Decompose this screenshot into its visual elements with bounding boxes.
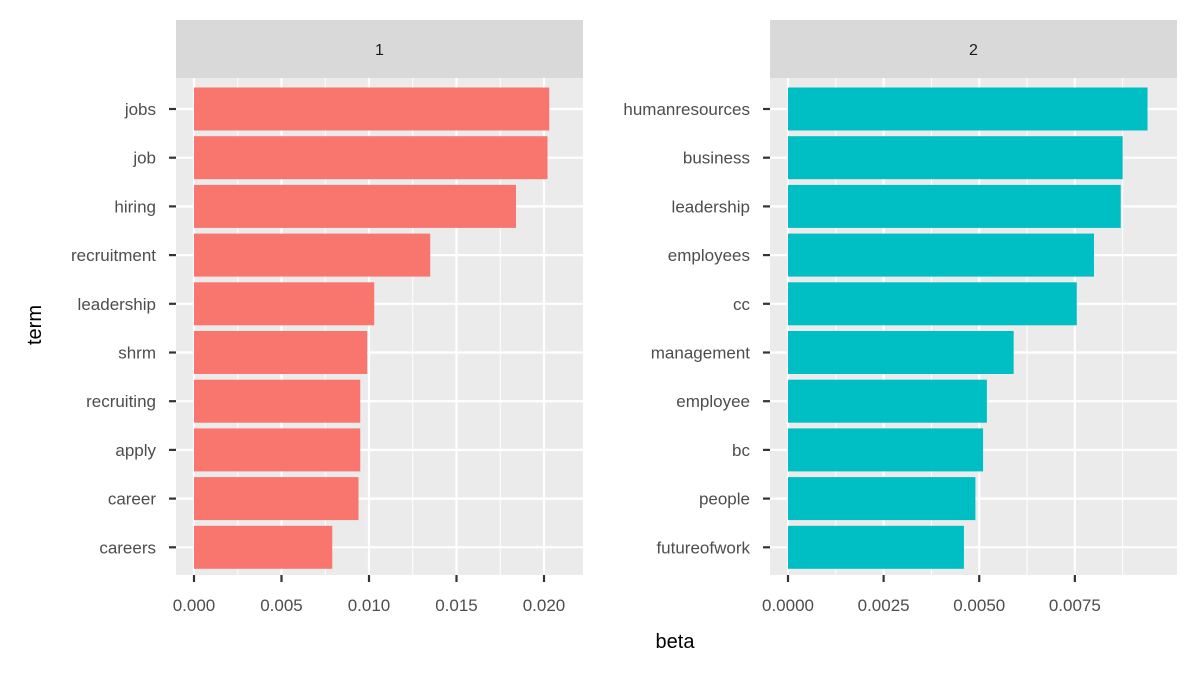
term-label: people [699, 490, 750, 509]
bar-futureofwork [788, 525, 964, 569]
term-label: apply [115, 441, 156, 460]
term-label: job [132, 149, 156, 168]
bar-recruitment [194, 233, 431, 277]
term-label: recruiting [86, 392, 156, 411]
x-tick-label: 0.0050 [953, 596, 1005, 615]
x-tick-label: 0.010 [348, 596, 391, 615]
bar-careers [194, 525, 333, 569]
term-label: hiring [114, 197, 156, 216]
facet-strip-label: 2 [969, 42, 978, 59]
term-label: leadership [78, 295, 156, 314]
x-tick-label: 0.020 [523, 596, 566, 615]
facet-strip-label: 1 [375, 42, 384, 59]
x-tick-label: 0.005 [260, 596, 303, 615]
bar-apply [194, 428, 361, 472]
term-label: jobs [124, 100, 156, 119]
facet-strip [176, 20, 583, 78]
bar-hiring [194, 184, 516, 228]
x-tick-label: 0.015 [435, 596, 478, 615]
facet-panel-1: 1 0.000 0.005 0.010 0.015 0.020 jobs job hiring r… [71, 20, 583, 615]
bar-people [788, 477, 976, 521]
bar-career [194, 477, 359, 521]
term-label: employee [676, 392, 750, 411]
bar-job [194, 136, 548, 180]
x-axis-title: beta [656, 631, 696, 653]
x-tick-label: 0.0025 [858, 596, 910, 615]
term-label: leadership [672, 197, 750, 216]
bar-shrm [194, 331, 368, 374]
bar-management [788, 331, 1014, 374]
term-label: shrm [118, 344, 156, 363]
bar-cc [788, 282, 1077, 326]
bar-humanresources [788, 87, 1148, 131]
term-label: employees [668, 246, 750, 265]
bar-employee [788, 379, 987, 423]
term-label: management [651, 344, 751, 363]
term-label: cc [733, 295, 751, 314]
bar-jobs [194, 87, 550, 131]
term-label: recruitment [71, 246, 156, 265]
term-label: bc [732, 441, 750, 460]
bar-leadership [788, 184, 1121, 228]
y-axis-title: term [24, 305, 46, 345]
term-label: futureofwork [656, 538, 750, 557]
bar-business [788, 136, 1123, 180]
x-tick-label: 0.0075 [1049, 596, 1101, 615]
facet-panel-2: 2 0.0000 0.0025 0.0050 0.0075 humanresources b… [623, 20, 1177, 615]
term-label: career [108, 490, 157, 509]
x-tick-label: 0.000 [173, 596, 216, 615]
bar-bc [788, 428, 984, 472]
term-label: humanresources [623, 100, 750, 119]
facet-strip [770, 20, 1177, 78]
bar-recruiting [194, 379, 361, 423]
bar-employees [788, 233, 1094, 277]
x-tick-label: 0.0000 [762, 596, 814, 615]
bar-leadership [194, 282, 375, 326]
term-label: careers [99, 538, 156, 557]
term-label: business [683, 149, 750, 168]
